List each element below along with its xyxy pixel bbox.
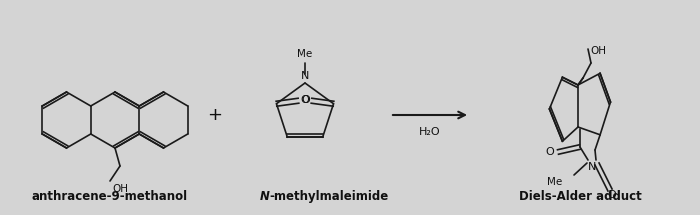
Text: Me: Me — [298, 49, 313, 59]
Text: Me: Me — [547, 177, 562, 187]
Text: anthracene-9-methanol: anthracene-9-methanol — [32, 190, 188, 203]
Text: O: O — [608, 190, 617, 200]
Text: N: N — [588, 162, 596, 172]
Text: Diels-Alder adduct: Diels-Alder adduct — [519, 190, 641, 203]
Text: +: + — [207, 106, 223, 124]
Text: OH: OH — [112, 184, 128, 194]
Text: OH: OH — [590, 46, 606, 56]
Text: N: N — [301, 71, 309, 81]
Text: H₂O: H₂O — [419, 127, 441, 137]
Text: N: N — [260, 190, 270, 203]
Text: O: O — [301, 95, 310, 105]
Text: O: O — [300, 95, 309, 105]
Text: -methylmaleimide: -methylmaleimide — [269, 190, 389, 203]
Text: O: O — [545, 147, 554, 157]
